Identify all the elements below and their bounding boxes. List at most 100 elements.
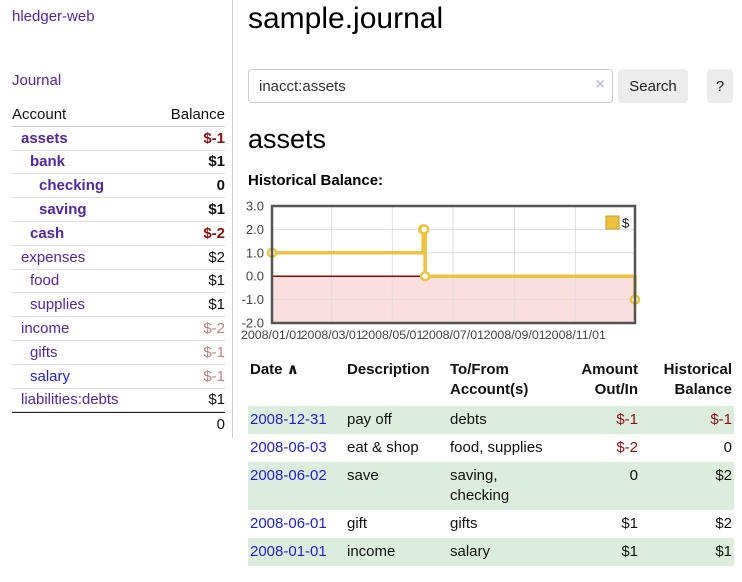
sidebar-item-journal[interactable]: Journal [12,72,62,89]
sort-ascending-icon: ∧ [286,361,299,378]
transaction-balance: $1 [715,543,732,560]
sidebar: hledger-web Journal Account Balance asse… [0,0,233,438]
account-row: gifts $-1 [12,341,225,365]
svg-text:2008/01/01: 2008/01/01 [241,328,303,342]
svg-text:2008/03/01: 2008/03/01 [301,328,363,342]
svg-text:2008/11/01: 2008/11/01 [545,328,606,342]
account-balance: $1 [208,201,225,219]
svg-text:-1.0: -1.0 [242,292,264,307]
transaction-date-link[interactable]: 2008-06-02 [250,467,327,484]
transaction-accounts: salary [450,543,491,560]
account-balance: $-2 [203,320,225,338]
transaction-row: 2008-06-03 eat & shop food, supplies $-2… [248,434,734,462]
balance-column-header: Balance [170,105,225,123]
account-row: assets $-1 [12,127,225,151]
account-link-saving[interactable]: saving [39,201,87,219]
transaction-description: save [347,467,379,484]
column-header-description: Description [347,361,430,378]
search-box: × [248,69,613,103]
svg-text:$: $ [622,216,630,231]
account-balance: $-2 [203,224,225,242]
account-link-bank[interactable]: bank [30,153,66,171]
transaction-description: pay off [347,411,392,428]
account-link-assets[interactable]: assets [21,129,68,147]
account-balance: $1 [208,296,225,314]
search-input[interactable] [248,69,613,103]
transaction-row: 2008-06-02 save saving, checking 0 $2 [248,462,734,510]
accounts-table: Account Balance assets $-1 bank $1 check… [12,103,225,436]
app-title-link[interactable]: hledger-web [12,8,95,25]
svg-text:-2.0: -2.0 [242,316,264,331]
account-link-food[interactable]: food [30,272,60,290]
svg-text:2008/09/01: 2008/09/01 [484,328,546,342]
transaction-amount: $1 [621,515,638,532]
account-row: liabilities:debts $1 [12,389,225,413]
account-balance: $1 [208,272,225,290]
account-link-cash[interactable]: cash [30,224,65,242]
register-header-row: Date ∧ Description To/From Account(s) Am… [248,360,734,406]
transaction-amount: $-2 [616,439,638,456]
page-title: sample.journal [248,2,444,35]
balance-chart-svg[interactable]: 3.0 2.0 1.0 0.0 -1.0 -2.02008/01/012008/03/01… [236,199,648,348]
chart-title: Historical Balance: [248,172,384,189]
transaction-description: gift [347,515,368,532]
svg-text:0.0: 0.0 [246,269,264,284]
transaction-balance: $2 [715,467,732,484]
accounts-total-row: 0 [12,412,225,436]
accounts-header-row: Account Balance [12,103,225,127]
transaction-amount: 0 [629,467,638,484]
transaction-date-link[interactable]: 2008-12-31 [250,411,327,428]
historical-balance-chart[interactable]: 3.0 2.0 1.0 0.0 -1.0 -2.0 2008/01/01 2008/03/01… [236,199,648,348]
account-link-income[interactable]: income [21,320,70,338]
transaction-balance: $-1 [710,411,732,428]
transaction-date-link[interactable]: 2008-06-03 [250,439,327,456]
column-header-date[interactable]: Date ∧ [248,360,345,406]
transaction-accounts: debts [450,411,487,428]
account-balance: $1 [208,391,225,409]
account-balance: $-1 [203,367,225,385]
transaction-description: income [347,543,396,560]
transaction-row: 2008-12-31 pay off debts $-1 $-1 [248,406,734,434]
clear-search-icon[interactable]: × [595,76,605,93]
search-bar: × Search ? [248,69,733,103]
tofrom-header-line2: Account(s) [450,381,529,398]
account-row: food $1 [12,270,225,294]
account-link-salary[interactable]: salary [30,367,71,385]
column-header-balance: Historical Balance [640,360,734,406]
search-button[interactable]: Search [618,69,688,103]
svg-text:3.0: 3.0 [246,200,264,214]
transaction-date-link[interactable]: 2008-06-01 [250,515,327,532]
account-row: checking 0 [12,174,225,199]
account-link-gifts[interactable]: gifts [30,343,58,361]
balance-header-line2: Balance [674,381,732,398]
help-button[interactable]: ? [707,69,733,103]
account-row: supplies $1 [12,293,225,318]
account-link-supplies[interactable]: supplies [30,296,86,314]
accounts-total-value: 0 [216,416,225,434]
tofrom-header-line1: To/From [450,361,509,378]
transaction-amount: $-1 [616,411,638,428]
account-row: salary $-1 [12,365,225,389]
transaction-row: 2008-06-01 gift gifts $1 $2 [248,510,734,538]
account-balance: $2 [208,248,225,266]
transaction-row: 2008-01-01 income salary $1 $1 [248,538,734,566]
account-heading: assets [248,124,327,154]
account-column-header: Account [12,105,67,123]
register-table: Date ∧ Description To/From Account(s) Am… [248,360,734,566]
transaction-description: eat & shop [347,439,419,456]
account-row: saving $1 [12,198,225,222]
transaction-accounts: gifts [450,515,478,532]
svg-text:2.0: 2.0 [246,222,264,237]
date-header-label: Date [250,361,283,378]
account-link-liabilities-debts[interactable]: liabilities:debts [21,391,119,409]
svg-text:2008/07/01: 2008/07/01 [422,328,484,342]
transaction-accounts: food, supplies [450,439,543,456]
balance-header-line1: Historical [663,361,732,378]
svg-text:1.0: 1.0 [246,245,264,260]
column-header-amount: Amount Out/In [548,360,640,406]
transaction-date-link[interactable]: 2008-01-01 [250,543,327,560]
account-balance: $-1 [203,129,225,147]
account-link-expenses[interactable]: expenses [21,248,86,266]
account-balance: 0 [216,177,225,195]
account-link-checking[interactable]: checking [39,177,105,195]
